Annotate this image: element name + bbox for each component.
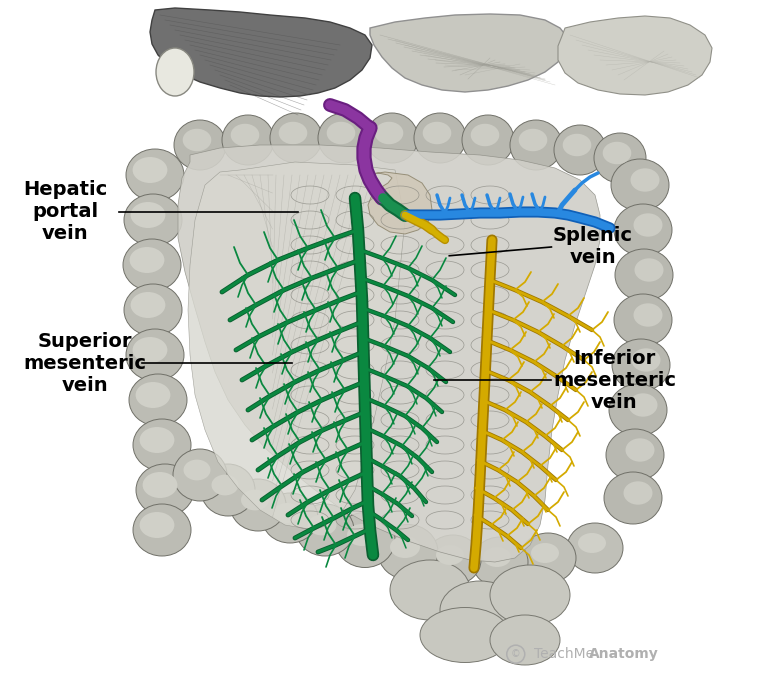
Ellipse shape [390,536,420,558]
Ellipse shape [634,213,663,237]
Ellipse shape [625,438,654,462]
Ellipse shape [123,239,181,291]
Ellipse shape [472,537,528,587]
Ellipse shape [462,115,514,165]
Ellipse shape [222,115,274,165]
Ellipse shape [124,194,182,246]
Ellipse shape [129,374,187,426]
Ellipse shape [554,125,606,175]
Text: Inferior
mesenteric
vein: Inferior mesenteric vein [553,349,676,412]
Ellipse shape [126,149,184,201]
Ellipse shape [318,113,370,163]
Text: Superior
mesenteric
vein: Superior mesenteric vein [23,332,146,395]
Ellipse shape [296,504,354,556]
Ellipse shape [124,284,182,336]
Ellipse shape [262,493,318,543]
Ellipse shape [130,247,164,273]
Ellipse shape [201,464,255,516]
Ellipse shape [136,382,170,408]
Ellipse shape [174,120,226,170]
Ellipse shape [131,292,165,318]
Ellipse shape [173,449,227,501]
Text: TeachMe: TeachMe [534,647,594,661]
Ellipse shape [614,294,672,346]
Ellipse shape [420,608,510,662]
Text: Anatomy: Anatomy [589,647,658,661]
Ellipse shape [531,543,559,563]
Ellipse shape [628,393,657,417]
Ellipse shape [609,384,667,436]
Ellipse shape [133,337,167,363]
Ellipse shape [156,48,194,96]
Ellipse shape [425,535,481,585]
Ellipse shape [422,122,452,144]
Ellipse shape [614,204,672,256]
Ellipse shape [126,329,184,381]
Ellipse shape [440,581,520,639]
Ellipse shape [133,419,191,471]
Ellipse shape [490,615,560,665]
Ellipse shape [520,533,576,583]
Ellipse shape [131,202,165,228]
Ellipse shape [518,129,548,151]
Ellipse shape [490,565,570,625]
Ellipse shape [211,474,239,495]
Ellipse shape [241,489,269,510]
Ellipse shape [230,479,286,531]
Ellipse shape [567,523,623,573]
Ellipse shape [143,472,177,498]
Ellipse shape [483,547,511,567]
Ellipse shape [270,113,322,163]
Ellipse shape [273,503,301,523]
Ellipse shape [563,134,591,156]
Ellipse shape [184,460,210,481]
Ellipse shape [471,124,499,146]
Text: Hepatic
portal
vein: Hepatic portal vein [23,180,108,244]
Text: ©: © [511,649,521,659]
Polygon shape [188,162,405,530]
Ellipse shape [634,258,664,282]
Ellipse shape [279,122,307,144]
Ellipse shape [615,249,673,301]
Ellipse shape [578,533,606,553]
Ellipse shape [631,349,660,371]
Polygon shape [365,172,432,234]
Ellipse shape [606,429,664,481]
Ellipse shape [603,142,631,164]
Ellipse shape [510,120,562,170]
Ellipse shape [140,512,174,538]
Ellipse shape [140,427,174,453]
Ellipse shape [307,515,336,536]
Polygon shape [370,14,568,92]
Polygon shape [178,145,600,562]
Ellipse shape [183,129,211,151]
Ellipse shape [612,339,670,391]
Ellipse shape [594,133,646,183]
Ellipse shape [230,124,260,146]
Ellipse shape [436,545,464,565]
Ellipse shape [604,472,662,524]
Ellipse shape [414,113,466,163]
Ellipse shape [347,524,377,546]
Ellipse shape [390,560,470,620]
Ellipse shape [133,157,167,183]
Ellipse shape [631,168,660,192]
Ellipse shape [366,113,418,163]
Ellipse shape [634,304,663,326]
Polygon shape [150,8,372,97]
Ellipse shape [335,513,395,567]
Polygon shape [558,16,712,95]
Ellipse shape [136,464,194,516]
Ellipse shape [375,122,403,144]
Ellipse shape [133,504,191,556]
Ellipse shape [378,524,438,579]
Text: Splenic
vein: Splenic vein [553,227,633,267]
Ellipse shape [624,481,653,505]
Ellipse shape [611,159,669,211]
Ellipse shape [326,122,356,144]
